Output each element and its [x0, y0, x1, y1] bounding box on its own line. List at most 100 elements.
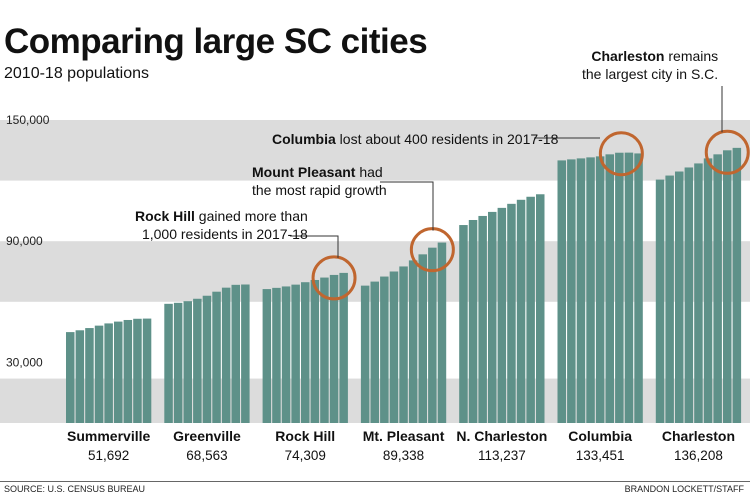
chart-title: Comparing large SC cities [4, 22, 428, 61]
bar [684, 167, 694, 423]
bar [320, 277, 329, 423]
bar [241, 284, 250, 423]
city-name-label: Columbia [568, 428, 632, 444]
bar [164, 303, 173, 423]
bar [703, 158, 713, 423]
city-value-label: 136,208 [674, 448, 723, 463]
bar [221, 287, 231, 423]
city-name-label: Rock Hill [275, 428, 335, 444]
bar [123, 319, 133, 423]
bar [360, 285, 370, 423]
credit-note: BRANDON LOCKETT/STAFF [624, 484, 744, 494]
bar [595, 156, 605, 424]
y-tick-label: 90,000 [6, 234, 43, 248]
bar [114, 321, 123, 423]
bar [516, 199, 526, 423]
bar [418, 254, 427, 423]
bar [173, 302, 183, 423]
annotation-charleston-rest: remains [664, 48, 719, 64]
source-note: SOURCE: U.S. CENSUS BUREAU [4, 484, 146, 494]
bar [262, 289, 272, 423]
bar [497, 207, 507, 423]
leader-mount-pleasant [380, 181, 434, 231]
bar [339, 272, 348, 423]
bar [380, 276, 389, 423]
bar [536, 194, 545, 423]
bar [142, 318, 152, 423]
annotation-rock-hill-line2: 1,000 residents in 2017-18 [141, 226, 308, 242]
bar [212, 291, 221, 423]
bar [478, 215, 487, 423]
highlight-circle-charleston [704, 129, 750, 175]
bar [665, 175, 674, 423]
city-name-label: Mt. Pleasant [363, 428, 445, 444]
bar [694, 163, 703, 423]
bar [605, 154, 614, 423]
bar [231, 284, 240, 423]
bar [94, 325, 104, 423]
bar [389, 271, 399, 423]
bar [437, 242, 447, 423]
annotation-mount-pleasant-bold: Mount Pleasant [252, 164, 356, 180]
annotation-mount-pleasant-line2: the most rapid growth [252, 182, 387, 198]
bar [183, 301, 192, 423]
bar [732, 147, 742, 423]
bar [281, 286, 291, 423]
bar [133, 318, 142, 423]
bar [488, 211, 497, 423]
y-tick-label: 30,000 [6, 355, 43, 369]
annotation-charleston-bold: Charleston [591, 48, 665, 64]
bar [557, 160, 566, 423]
bar [291, 284, 300, 423]
city-name-label: N. Charleston [456, 428, 547, 444]
bar [624, 152, 634, 424]
annotation-rock-hill-rest: gained more than [194, 208, 308, 224]
bar [567, 159, 576, 423]
annotation-mount-pleasant: Mount Pleasant had the most rapid growth [252, 163, 387, 199]
bar [104, 323, 113, 423]
bar [675, 171, 684, 423]
chart-subtitle: 2010-18 populations [4, 65, 150, 82]
city-value-label: 68,563 [186, 448, 227, 463]
bar [468, 219, 478, 423]
bar [713, 154, 722, 423]
city-value-label: 113,237 [478, 448, 526, 463]
bar [723, 150, 732, 424]
bar [459, 225, 468, 423]
highlight-circle-mount-pleasant [409, 227, 455, 273]
annotation-columbia: Columbia lost about 400 residents in 201… [272, 130, 558, 148]
bar [370, 281, 379, 423]
annotation-mount-pleasant-rest: had [355, 164, 383, 180]
bar [202, 295, 212, 423]
annotation-columbia-bold: Columbia [272, 131, 336, 147]
bar [615, 152, 624, 423]
city-name-label: Charleston [662, 428, 735, 444]
annotation-charleston-line2: the largest city in S.C. [582, 66, 719, 82]
footer-rule [0, 481, 750, 482]
bar [428, 247, 437, 423]
highlight-circle-rock-hill [311, 255, 357, 301]
bar [193, 298, 202, 423]
bar [507, 203, 516, 423]
annotation-columbia-rest: lost about 400 residents in 2017-18 [335, 131, 559, 147]
city-value-label: 89,338 [383, 448, 424, 463]
city-value-label: 74,309 [285, 448, 326, 463]
city-value-label: 51,692 [88, 448, 129, 463]
bar [85, 328, 94, 423]
bar [75, 330, 85, 423]
city-value-label: 133,451 [576, 448, 625, 463]
bar [526, 196, 535, 423]
y-tick-label: 150,000 [6, 113, 50, 127]
bar [586, 157, 595, 423]
annotation-charleston: Charleston remains the largest city in S… [582, 47, 718, 83]
annotation-rock-hill-bold: Rock Hill [135, 208, 195, 224]
city-name-label: Greenville [173, 428, 241, 444]
bar [272, 287, 281, 423]
bar [634, 153, 643, 423]
highlight-circle-columbia [598, 131, 644, 177]
bar [310, 279, 320, 423]
bar [399, 266, 408, 423]
bar [301, 282, 310, 423]
